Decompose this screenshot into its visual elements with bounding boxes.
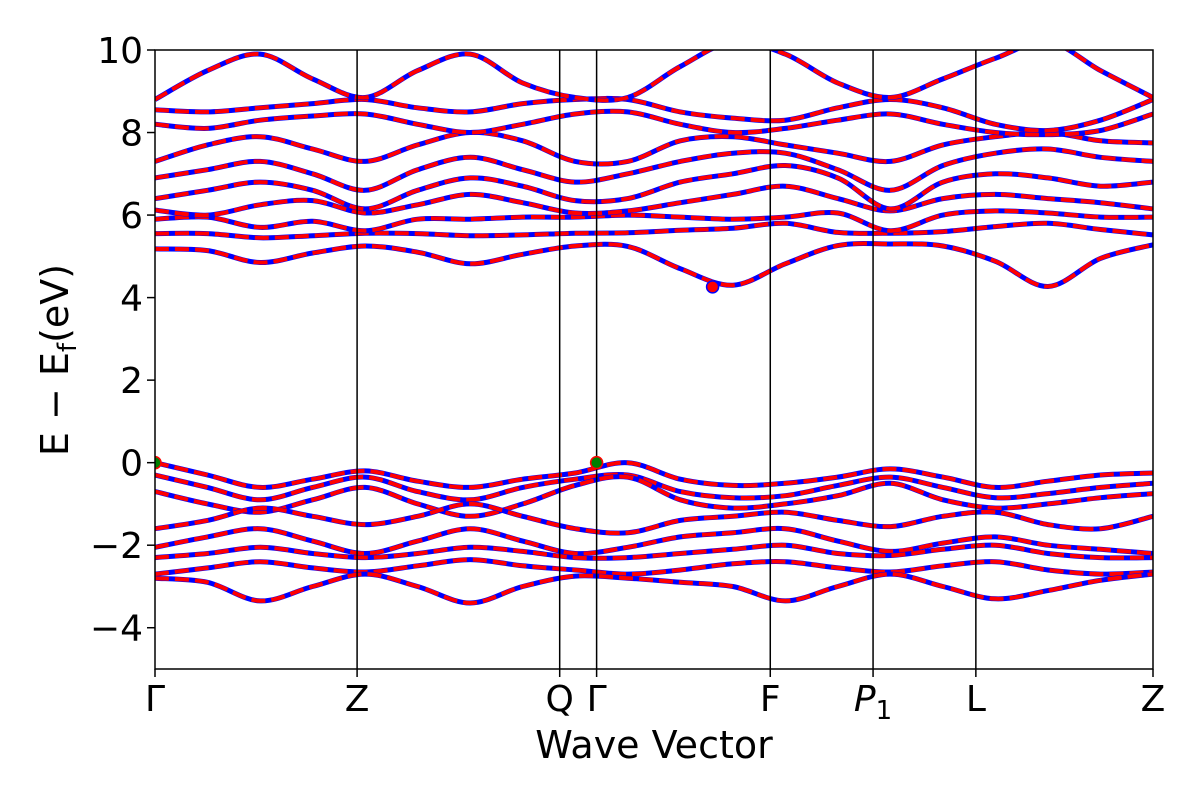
band-line-red-8 bbox=[155, 96, 1153, 133]
vbm-marker-1 bbox=[589, 455, 604, 470]
band-lines bbox=[155, 50, 1153, 606]
x-axis-label: Wave Vector bbox=[535, 723, 773, 767]
band-line-red-14 bbox=[155, 526, 1153, 556]
band-line-red-1 bbox=[155, 221, 1153, 240]
y-tick-label-2: 0 bbox=[120, 444, 143, 485]
band-line-red-16 bbox=[155, 557, 1153, 577]
band-line-red-7 bbox=[155, 109, 1153, 137]
band-line-red-2 bbox=[155, 208, 1153, 233]
y-tick-label-5: 6 bbox=[120, 196, 143, 237]
band-line-red-9 bbox=[155, 50, 1153, 103]
x-tick-label-4: F bbox=[760, 679, 781, 720]
plot-frame bbox=[154, 49, 1154, 670]
x-tick-label-7: Z bbox=[1141, 679, 1166, 720]
x-tick-label-1: Z bbox=[345, 679, 370, 720]
y-axis-ticks: −4 −2 0 2 4 6 8 10 bbox=[90, 31, 155, 650]
y-axis-label: E − Ef(eV) bbox=[33, 264, 83, 456]
band-line-red-6 bbox=[155, 130, 1153, 167]
y-axis-label-main: E − E bbox=[33, 352, 77, 456]
high-symmetry-lines bbox=[356, 50, 977, 669]
x-tick-label-3: Γ bbox=[587, 679, 607, 720]
y-axis-label-unit: (eV) bbox=[33, 264, 77, 343]
band-edge-markers bbox=[155, 280, 720, 470]
y-tick-label-4: 4 bbox=[120, 279, 143, 320]
band-line-red-4 bbox=[155, 163, 1153, 211]
x-tick-label-5: P1 bbox=[854, 679, 892, 726]
x-axis-ticks: Γ Z Q Γ F P1 L Z bbox=[145, 669, 1165, 726]
band-line-red-10 bbox=[155, 460, 1153, 490]
y-tick-label-0: −4 bbox=[90, 609, 143, 650]
band-line-red-12 bbox=[155, 474, 1153, 519]
band-line-red-17 bbox=[155, 572, 1153, 606]
band-line-red-13 bbox=[155, 501, 1153, 536]
vbm-marker-0 bbox=[155, 455, 162, 470]
band-line-red-3 bbox=[155, 184, 1153, 218]
band-line-red-0 bbox=[155, 241, 1153, 289]
band-line-red-11 bbox=[155, 472, 1153, 502]
svg-text:E − Ef(eV): E − Ef(eV) bbox=[33, 264, 83, 456]
x-tick-label-6: L bbox=[966, 679, 986, 720]
x-tick-label-2: Q bbox=[546, 679, 574, 720]
band-line-red-15 bbox=[155, 543, 1153, 561]
y-tick-label-1: −2 bbox=[90, 526, 143, 567]
y-tick-label-3: 2 bbox=[120, 361, 143, 402]
cbm-marker bbox=[705, 280, 720, 294]
band-line-red-5 bbox=[155, 146, 1153, 193]
y-axis-label-sub: f bbox=[53, 342, 83, 352]
x-tick-label-0: Γ bbox=[145, 679, 165, 720]
y-tick-label-7: 10 bbox=[97, 31, 143, 72]
y-tick-label-6: 8 bbox=[120, 114, 143, 155]
